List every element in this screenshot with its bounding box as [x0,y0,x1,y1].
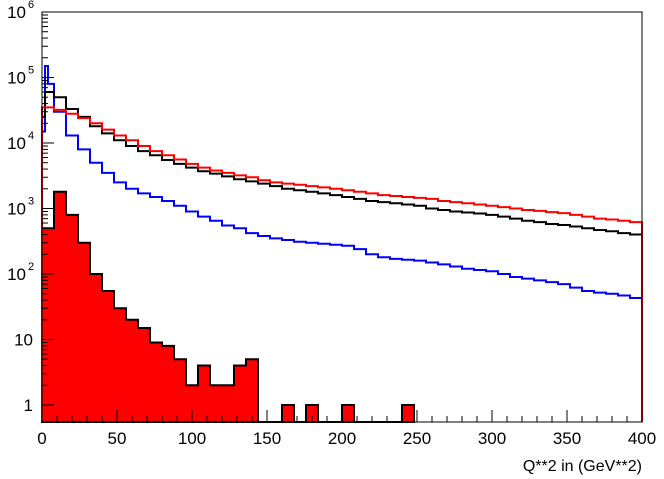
y-tick-label: 10 [14,330,33,349]
x-axis-title: Q**2 in (GeV**2) [523,458,642,475]
svg-text:3: 3 [28,195,34,207]
red-step-series [41,106,643,422]
x-tick-label: 350 [553,429,581,448]
svg-text:10: 10 [7,3,26,22]
x-tick-label: 300 [478,429,506,448]
x-tick-label: 100 [178,429,206,448]
y-tick-label: 1 [24,396,33,415]
y-tick-label: 10 4 [7,130,34,153]
svg-text:10: 10 [7,134,26,153]
svg-text:10: 10 [14,330,33,349]
series-layer [41,64,643,423]
y-tick-label: 10 2 [7,261,34,284]
svg-text:6: 6 [28,0,34,11]
svg-text:10: 10 [7,68,26,87]
svg-text:1: 1 [24,396,33,415]
x-tick-label: 200 [328,429,356,448]
svg-text:5: 5 [28,64,34,76]
blue-step-series [41,64,643,422]
x-tick-label: 150 [253,429,281,448]
x-tick-label: 50 [108,429,127,448]
svg-text:10: 10 [7,199,26,218]
y-tick-label: 10 3 [7,195,34,218]
x-axis: 0 50 100 150 200 250 300 350 400 [37,410,656,448]
svg-text:2: 2 [28,261,34,273]
x-tick-label: 0 [37,429,46,448]
x-tick-label: 400 [628,429,656,448]
svg-text:4: 4 [28,130,34,142]
black-step-series [41,91,643,422]
x-tick-label: 250 [403,429,431,448]
y-tick-label: 10 6 [7,0,34,22]
filled-histogram-series [41,190,415,423]
svg-text:10: 10 [7,265,26,284]
y-tick-label: 10 5 [7,64,34,87]
